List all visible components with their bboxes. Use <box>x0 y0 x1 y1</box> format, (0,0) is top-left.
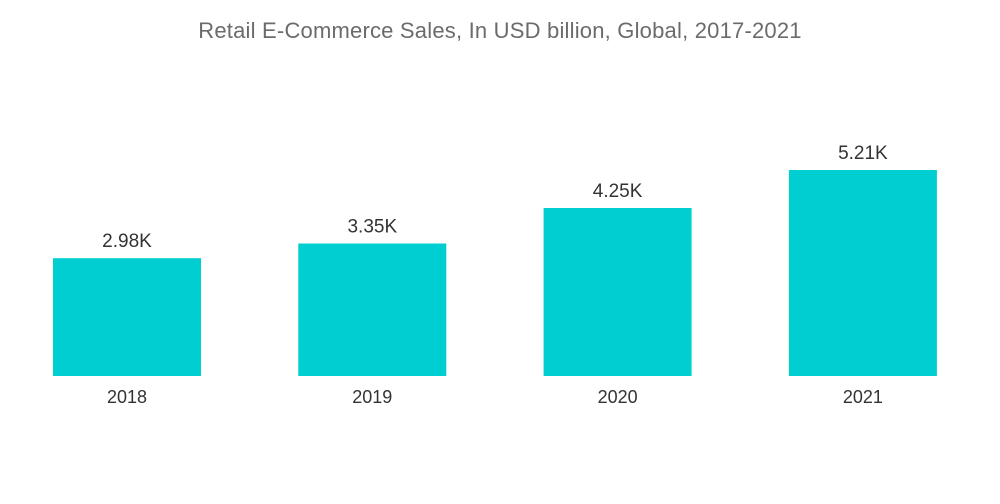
x-tick-label-2021: 2021 <box>843 387 883 407</box>
chart-title: Retail E-Commerce Sales, In USD billion,… <box>198 18 802 43</box>
bar-value-labels: 2.98K 3.35K 4.25K 5.21K <box>102 143 888 252</box>
x-axis-tick-labels: 2018 2019 2020 2021 <box>107 387 883 407</box>
bar-2019 <box>298 243 447 376</box>
bar-2021 <box>788 170 937 376</box>
bars-group <box>53 170 937 376</box>
bar-value-label-2021: 5.21K <box>838 143 888 164</box>
x-tick-label-2019: 2019 <box>352 387 392 407</box>
x-tick-label-2020: 2020 <box>598 387 638 407</box>
bar-2018 <box>53 258 201 376</box>
bar-value-label-2019: 3.35K <box>347 217 397 238</box>
x-tick-label-2018: 2018 <box>107 387 147 407</box>
bar-value-label-2018: 2.98K <box>102 231 152 252</box>
bar-2020 <box>543 208 692 376</box>
bar-value-label-2020: 4.25K <box>593 181 643 202</box>
